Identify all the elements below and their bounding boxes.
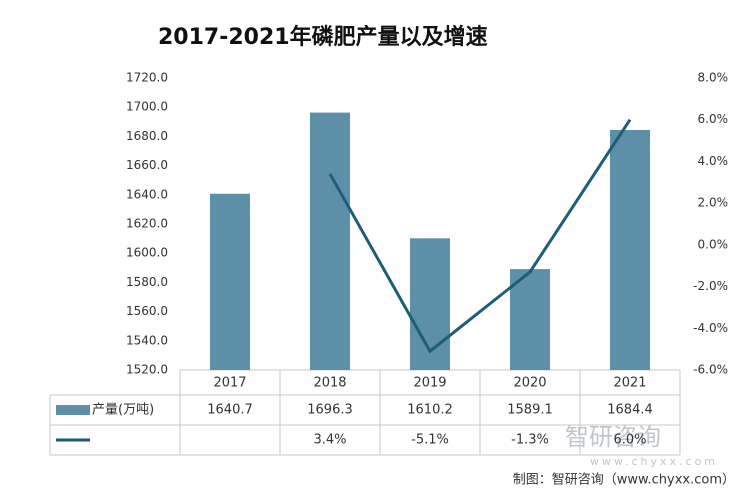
x-tick-label: 2019	[413, 376, 446, 391]
x-tick-label: 2017	[213, 376, 246, 391]
legend-swatch	[56, 405, 90, 415]
y-tick-label: 1560.0	[126, 304, 168, 318]
y2-tick-label: 2.0%	[698, 196, 729, 210]
x-tick-label: 2020	[513, 376, 546, 391]
table-value: 1696.3	[307, 403, 353, 418]
y-tick-label: 1700.0	[126, 100, 168, 114]
y2-tick-label: -2.0%	[693, 279, 728, 293]
y-tick-label: 1620.0	[126, 217, 168, 231]
table-value: 1610.2	[407, 403, 453, 418]
bar	[510, 269, 550, 370]
chart-title: 2017-2021年磷肥产量以及增速	[158, 24, 488, 50]
table-value: 6.0%	[613, 433, 646, 448]
y-tick-label: 1720.0	[126, 71, 168, 85]
bar	[610, 129, 650, 370]
y2-tick-label: 0.0%	[698, 237, 729, 251]
y-tick-label: 1580.0	[126, 275, 168, 289]
y2-tick-label: 8.0%	[698, 71, 729, 85]
x-tick-label: 2021	[613, 376, 646, 391]
y2-tick-label: 6.0%	[698, 112, 729, 126]
y-tick-label: 1680.0	[126, 129, 168, 143]
y-tick-label: 1640.0	[126, 187, 168, 201]
data-table-grid	[49, 369, 681, 456]
y-tick-label: 1540.0	[126, 333, 168, 347]
line	[328, 118, 632, 354]
table-value: -5.1%	[411, 433, 449, 448]
y2-tick-label: -6.0%	[693, 363, 728, 377]
watermark: 智研咨询	[565, 423, 661, 451]
table-value: -1.3%	[511, 433, 549, 448]
table-value: 1684.4	[607, 403, 653, 418]
watermark-url: www.chyxx.com	[590, 455, 718, 468]
table-value: 1589.1	[507, 403, 553, 418]
bar	[210, 193, 250, 370]
bar	[310, 112, 350, 371]
bar	[410, 238, 450, 370]
y2-tick-label: 4.0%	[698, 154, 729, 168]
source: 制图：智研咨询（www.chyxx.com）	[513, 473, 735, 488]
y-tick-label: 1660.0	[126, 158, 168, 172]
y-tick-label: 1520.0	[126, 363, 168, 377]
y-tick-label: 1600.0	[126, 246, 168, 260]
table-value: 1640.7	[207, 403, 253, 418]
x-tick-label: 2018	[313, 376, 346, 391]
table-value: 3.4%	[313, 433, 346, 448]
legend-label: 产量(万吨)	[92, 403, 154, 418]
y2-tick-label: -4.0%	[693, 321, 728, 335]
